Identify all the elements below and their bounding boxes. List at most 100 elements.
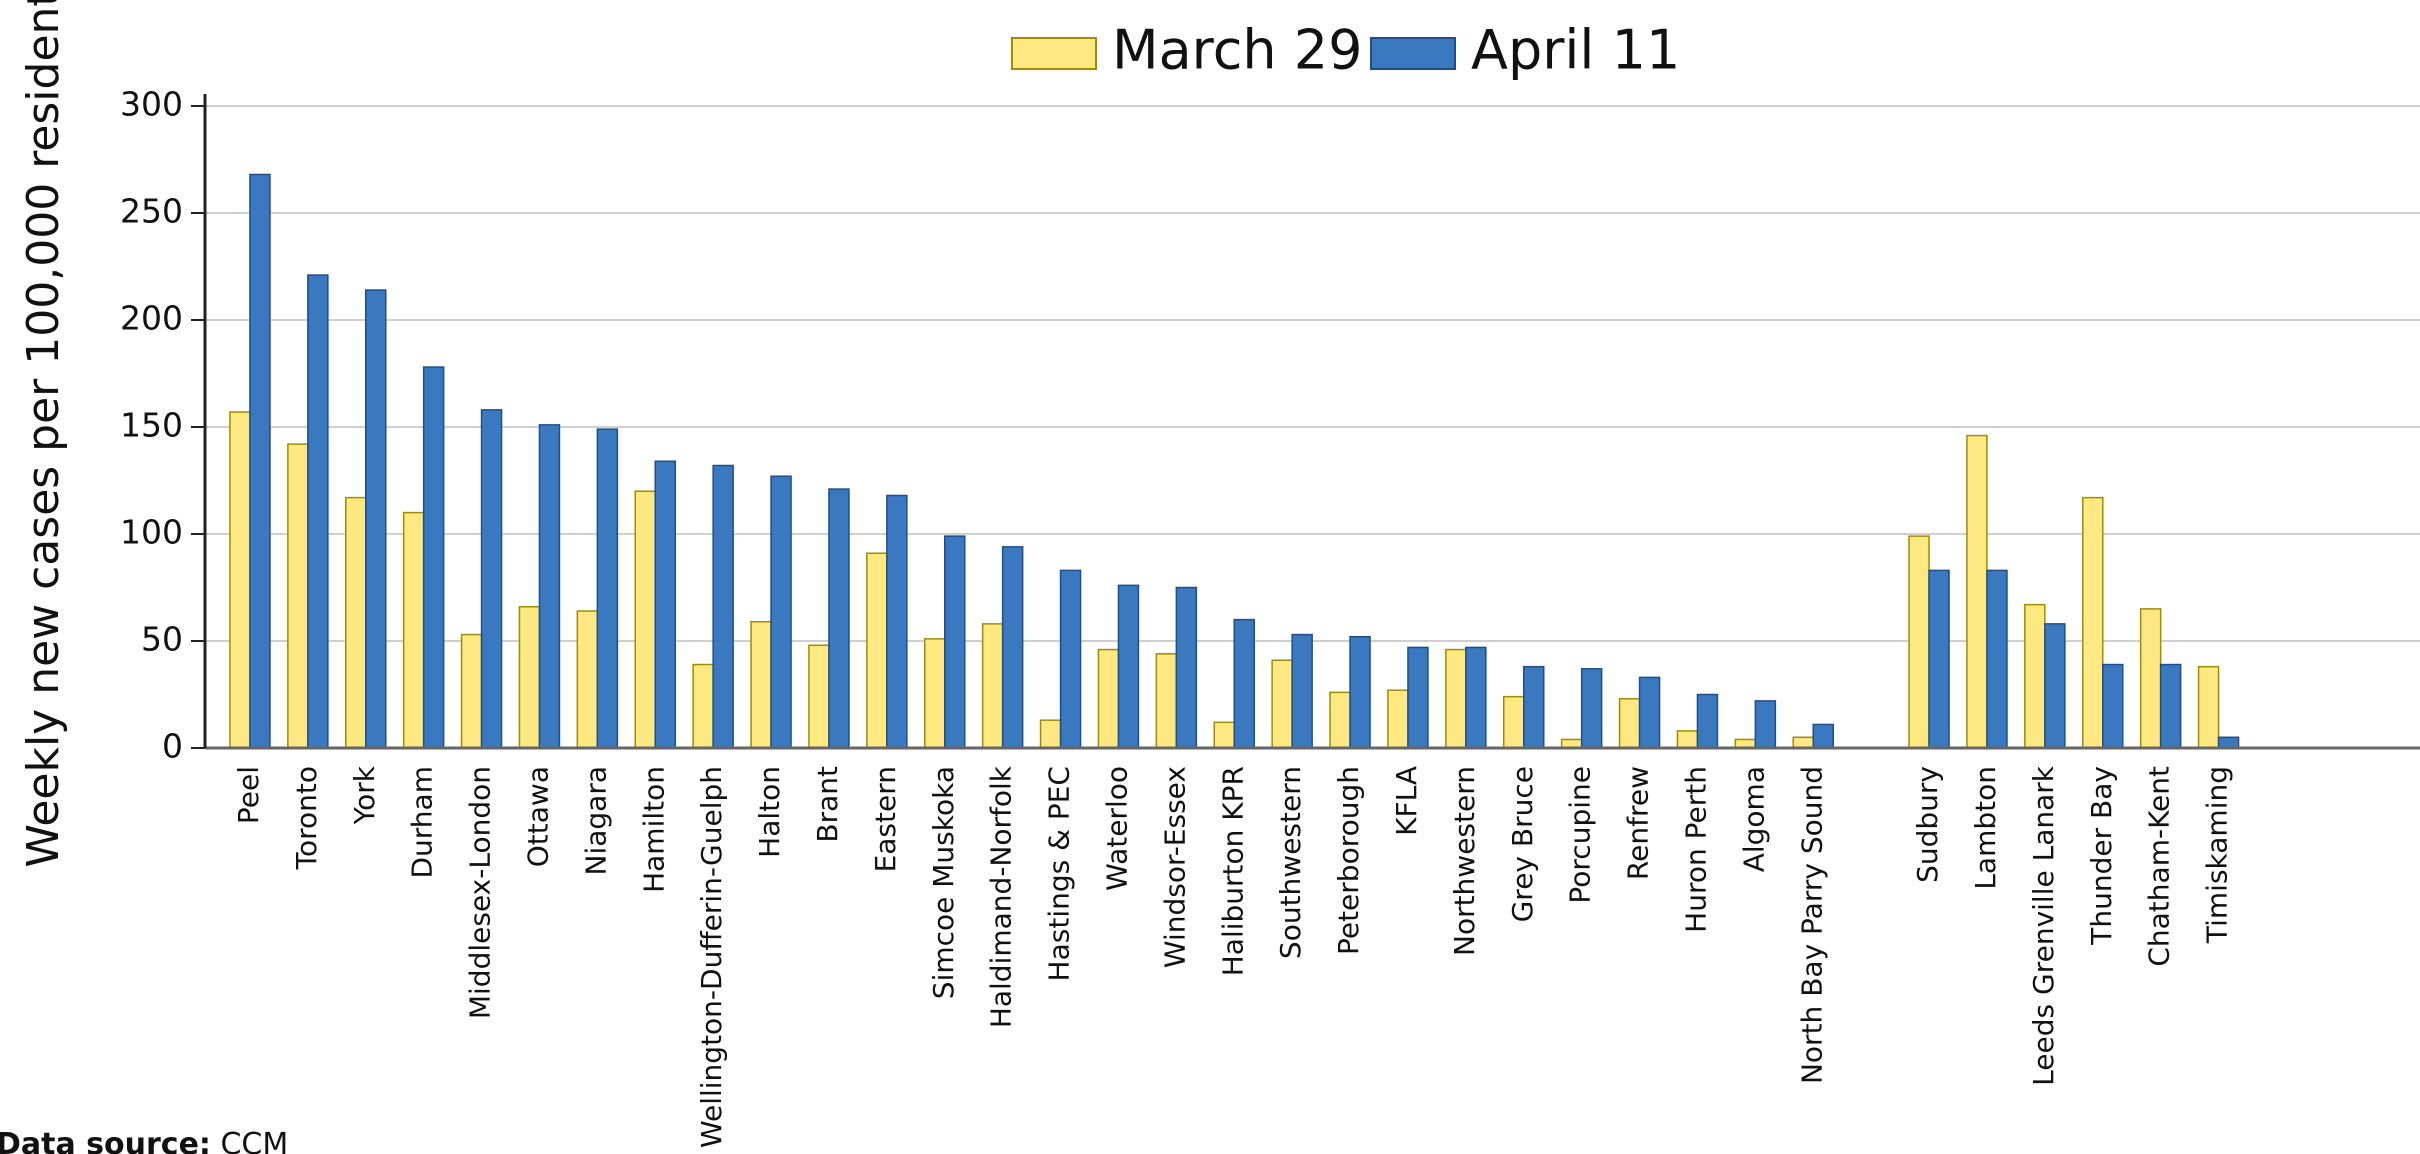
bar bbox=[1155, 653, 1178, 749]
bar bbox=[2217, 736, 2240, 749]
x-tick-label: Porcupine bbox=[1564, 766, 1597, 904]
source: CCM bbox=[220, 1127, 288, 1154]
x-tick-label: Peel bbox=[232, 766, 265, 824]
bar bbox=[229, 411, 251, 749]
x-tick-label: Ottawa bbox=[521, 766, 554, 867]
x-tick-label: Niagara bbox=[579, 766, 612, 875]
legend-label: March 29 bbox=[1112, 19, 1363, 82]
bar bbox=[1329, 691, 1351, 749]
x-tick-label: Simcoe Muskoka bbox=[927, 766, 960, 999]
bar bbox=[866, 552, 888, 749]
legend-swatch bbox=[1011, 37, 1097, 70]
x-tick-label: Halton bbox=[753, 766, 786, 858]
x-tick-label: Sudbury bbox=[1911, 766, 1944, 883]
x-tick-label: York bbox=[348, 765, 381, 825]
bar bbox=[1039, 719, 1062, 749]
legend-swatch bbox=[1370, 37, 1456, 70]
x-tick-label: Renfrew bbox=[1622, 766, 1655, 880]
bar bbox=[692, 663, 714, 749]
bar bbox=[1059, 569, 1082, 749]
bar bbox=[538, 424, 561, 749]
x-tick-label: Middlesex-London bbox=[464, 766, 497, 1019]
x-tick-label: Eastern bbox=[869, 766, 902, 872]
bar bbox=[944, 535, 966, 749]
bar bbox=[654, 460, 676, 749]
bar bbox=[750, 620, 772, 749]
bar bbox=[1233, 618, 1255, 749]
bar bbox=[1445, 648, 1467, 749]
x-tick-label: Algoma bbox=[1737, 766, 1770, 872]
bar bbox=[1792, 736, 1814, 749]
bar bbox=[1676, 730, 1699, 749]
bar bbox=[634, 490, 656, 749]
x-tick-label: Toronto bbox=[290, 766, 323, 870]
bar bbox=[1001, 546, 1024, 749]
bar bbox=[1618, 698, 1641, 749]
x-tick-label: Haldimand-Norfolk bbox=[985, 765, 1018, 1028]
bar bbox=[1271, 659, 1293, 749]
bar bbox=[1097, 648, 1120, 749]
bar bbox=[1387, 689, 1409, 749]
x-tick-label: North Bay Parry Sound bbox=[1795, 766, 1828, 1084]
bar bbox=[1175, 586, 1198, 749]
y-tick-label: 100 bbox=[120, 513, 183, 552]
bar bbox=[770, 475, 792, 749]
bar bbox=[287, 443, 309, 749]
source-label: Data source: bbox=[0, 1127, 211, 1154]
bar bbox=[1986, 569, 2008, 749]
bar bbox=[1465, 646, 1487, 749]
x-tick-label: Hastings & PEC bbox=[1043, 766, 1076, 981]
bar bbox=[307, 274, 329, 749]
bar bbox=[1754, 700, 1777, 749]
bar bbox=[1117, 584, 1140, 749]
x-tick-label: Brant bbox=[811, 766, 844, 843]
bar bbox=[1503, 695, 1525, 749]
bar bbox=[2024, 603, 2046, 749]
x-tick-label: Thunder Bay bbox=[2085, 766, 2118, 946]
bar bbox=[1638, 676, 1661, 749]
y-tick-label: 0 bbox=[162, 727, 183, 766]
x-tick-label: Waterloo bbox=[1100, 766, 1133, 891]
x-tick-label: Peterborough bbox=[1332, 766, 1365, 955]
bar bbox=[518, 606, 541, 749]
bar bbox=[1407, 646, 1429, 749]
x-tick-label: Hamilton bbox=[637, 766, 670, 893]
x-tick-label: Huron Perth bbox=[1679, 766, 1712, 933]
bar bbox=[886, 494, 908, 749]
x-tick-label: Grey Bruce bbox=[1506, 766, 1539, 922]
bar bbox=[1349, 635, 1371, 749]
bar bbox=[2139, 608, 2162, 749]
x-tick-label: Timiskaming bbox=[2201, 766, 2234, 944]
bar bbox=[2082, 496, 2104, 749]
bar bbox=[981, 623, 1004, 749]
x-tick-label: Leeds Grenville Lanark bbox=[2027, 765, 2060, 1086]
bar bbox=[576, 610, 599, 749]
source-note: Data source: CCM bbox=[0, 1127, 288, 1154]
y-axis-label: Weekly new cases per 100,000 residents bbox=[18, 0, 69, 868]
y-tick-label: 150 bbox=[120, 406, 183, 445]
bar bbox=[2197, 665, 2220, 749]
x-tick-label: Wellington-Dufferin-Guelph bbox=[695, 766, 728, 1148]
legend-label: April 11 bbox=[1471, 19, 1680, 82]
bar bbox=[2044, 623, 2066, 749]
y-tick-label: 50 bbox=[141, 620, 183, 659]
bar bbox=[712, 464, 734, 749]
bar bbox=[1523, 665, 1545, 749]
x-tick-label: Southwestern bbox=[1274, 766, 1307, 959]
bar bbox=[402, 511, 425, 749]
bar bbox=[365, 289, 387, 749]
bar bbox=[1213, 721, 1235, 749]
x-tick-label: Haliburton KPR bbox=[1216, 766, 1249, 976]
bar bbox=[422, 366, 445, 749]
bar bbox=[828, 488, 850, 749]
x-tick-label: Durham bbox=[406, 766, 439, 879]
bar bbox=[480, 409, 503, 749]
y-tick-label: 200 bbox=[120, 299, 183, 338]
x-tick-label: Lambton bbox=[1969, 766, 2002, 890]
bar bbox=[249, 173, 271, 749]
x-tick-label: KFLA bbox=[1390, 766, 1423, 836]
bar bbox=[924, 638, 946, 749]
bar bbox=[345, 496, 367, 749]
